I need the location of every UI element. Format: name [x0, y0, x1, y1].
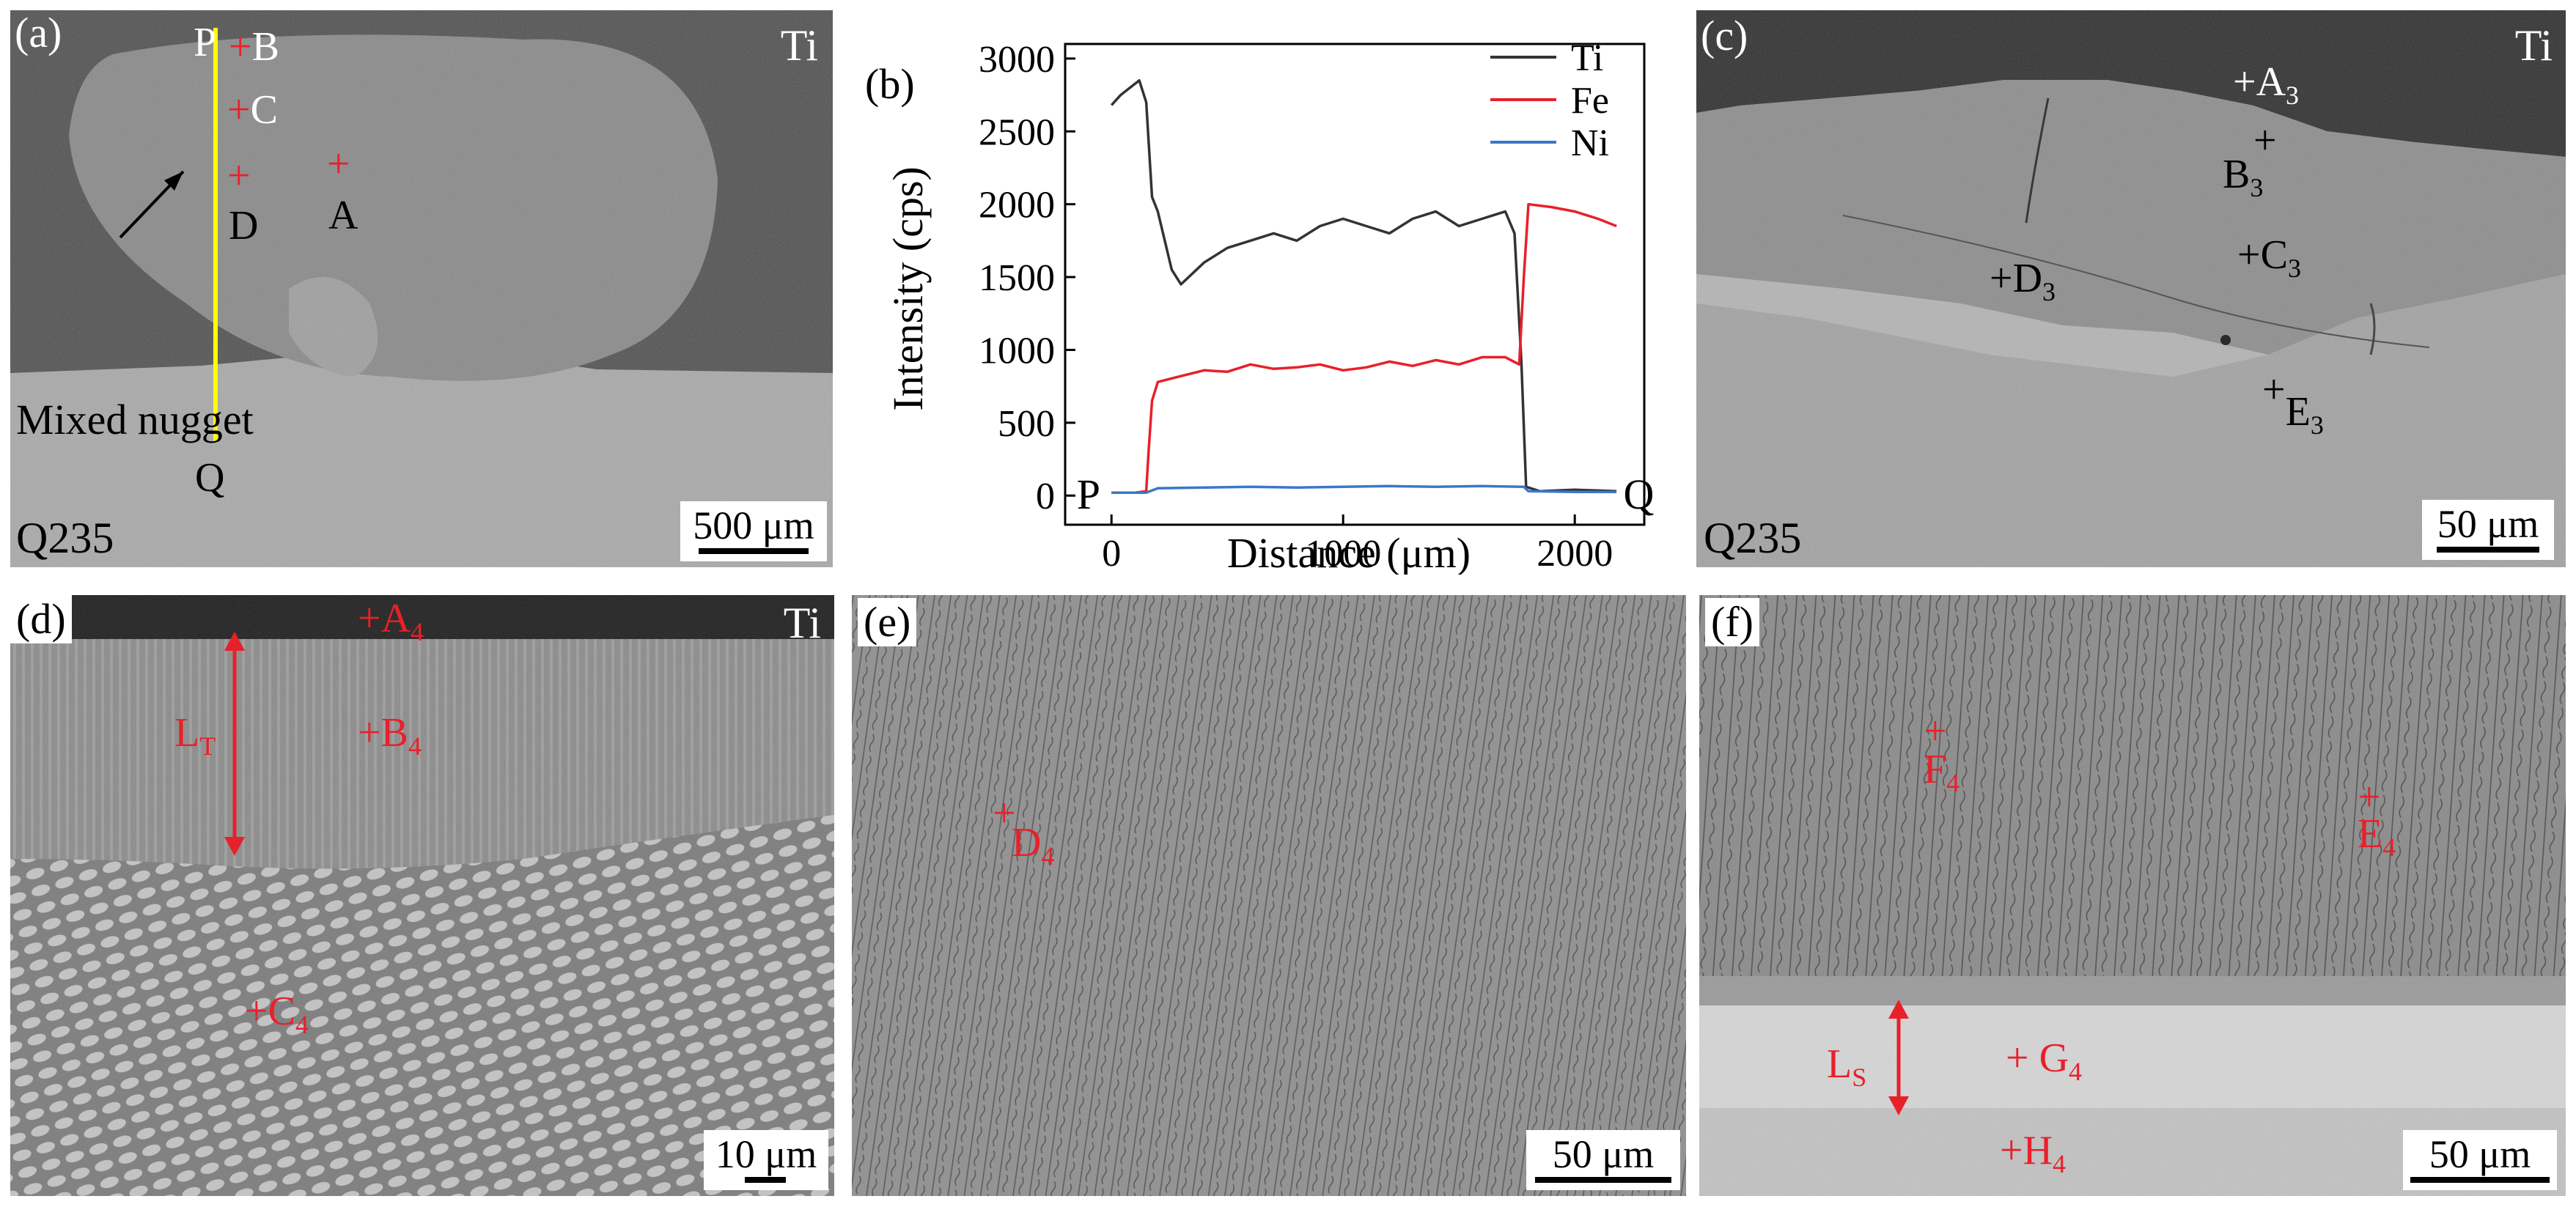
chart-end-label-q: Q [1624, 470, 1655, 518]
lt-arrow-bottom [224, 837, 245, 856]
legend-label-ni: Ni [1571, 122, 1609, 164]
point-a4: +A4 [358, 596, 424, 647]
panel-e: (e) + D4 50 μm [852, 595, 1686, 1196]
x-tick-label: 0 [1102, 533, 1121, 575]
point-c4: +C4 [245, 989, 309, 1040]
point-g4: + G4 [2006, 1036, 2083, 1087]
y-tick-label: 0 [1036, 476, 1055, 517]
panel-a-q235-label: Q235 [16, 514, 114, 562]
point-d: + D [227, 153, 259, 248]
point-f4-marker: + [1924, 709, 1947, 754]
x-tick-label: 1000 [1305, 533, 1381, 575]
panel-e-label: (e) [858, 598, 917, 646]
ls-arrow-top [1888, 1000, 1909, 1019]
mixed-nugget-annotation: Mixed nugget [16, 396, 254, 443]
series-line-fe [1111, 202, 1617, 495]
y-tick-label: 1000 [979, 330, 1055, 372]
point-a: + A [327, 141, 358, 238]
point-c: +C [227, 87, 278, 133]
panel-e-micrograph [852, 595, 1686, 1196]
panel-a-scale-bar: 500 μm [680, 501, 827, 561]
intensity-line-scan-chart: 0 500 1000 1500 2000 2500 3000 0 1000 2000 TiFeNi… [843, 10, 1686, 575]
series-line-ti [1110, 78, 1617, 493]
panel-b: 0 500 1000 1500 2000 2500 3000 0 1000 2000 Ti Fe Ni… [843, 10, 1686, 575]
panel-f-micrograph [1699, 595, 2566, 1196]
panel-d: (d) Ti +A4 +B4 +C4 LT 10 μm [10, 595, 834, 1196]
panel-e-scale-text: 50 μm [1552, 1132, 1655, 1176]
y-tick-label: 3000 [979, 39, 1055, 81]
layer-ls-label: LS [1827, 1041, 1867, 1093]
chart-plot-frame [1064, 43, 1646, 526]
panel-d-micrograph [10, 595, 834, 1196]
series-line-ni [1111, 484, 1617, 495]
point-e4-marker: + [2358, 775, 2381, 820]
point-d4-marker: + [993, 791, 1016, 836]
ls-arrow-bottom [1888, 1096, 1909, 1115]
panel-f-label: (f) [1705, 598, 1759, 646]
point-f4: F4 [1924, 747, 1960, 798]
chart-x-axis-title: Distance (μm) [1227, 529, 1471, 575]
panel-b-label: (b) [865, 60, 915, 108]
panel-f-scale-text: 50 μm [2429, 1132, 2531, 1176]
panel-d-scale-bar: 10 μm [704, 1130, 828, 1190]
point-e4: E4 [2358, 811, 2396, 863]
panel-a-ti-label: Ti [780, 21, 818, 70]
point-b3: B3 [2223, 152, 2264, 203]
point-d4: D4 [1012, 820, 1055, 871]
point-h4: +H4 [2000, 1128, 2067, 1179]
point-c3: +C3 [2237, 232, 2301, 284]
panel-d-scale-text: 10 μm [715, 1132, 817, 1176]
point-b: +B [229, 24, 279, 70]
point-e3: +E3 [2262, 367, 2324, 440]
panel-a-label: (a) [15, 10, 62, 56]
y-tick-label: 2000 [979, 185, 1055, 226]
panel-f: (f) + F4 + E4 + G4 +H4 LS 50 μm [1699, 595, 2566, 1196]
panel-f-scale-bar: 50 μm [2403, 1130, 2557, 1190]
y-tick-label: 500 [998, 403, 1055, 445]
layer-lt-label: LT [174, 710, 216, 761]
panel-c-scale-bar: 50 μm [2422, 500, 2554, 560]
panel-a: (a) Ti Q235 P Q +B +C + D + A Mixed nugget… [10, 10, 833, 567]
chart-y-axis-title: Intensity (cps) [884, 166, 932, 410]
point-d3: +D3 [1990, 256, 2056, 307]
line-start-p: P [194, 20, 217, 65]
chart-start-label-p: P [1077, 470, 1100, 518]
point-a3: +A3 [2233, 59, 2300, 111]
panel-c-label: (c) [1701, 12, 1748, 59]
legend-label-ti: Ti [1571, 37, 1603, 79]
panel-c-ti-label: Ti [2514, 21, 2553, 70]
y-tick-label: 2500 [979, 111, 1055, 153]
panel-c-scale-text: 50 μm [2437, 502, 2539, 546]
panel-a-micrograph [10, 10, 833, 567]
panel-d-label: (d) [10, 595, 72, 643]
x-tick-label: 2000 [1537, 533, 1613, 575]
panel-c: (c) Ti Q235 +A3 + B3 +C3 +D3 +E3 50 μm [1696, 10, 2566, 567]
point-b4: +B4 [358, 710, 422, 761]
y-tick-label: 1500 [979, 257, 1055, 299]
point-b3-marker: + [2253, 118, 2277, 163]
panel-c-micrograph [1696, 10, 2566, 567]
lt-arrow-top [224, 632, 245, 651]
legend-label-fe: Fe [1571, 80, 1609, 122]
panel-e-scale-bar: 50 μm [1526, 1130, 1680, 1190]
panel-a-scale-text: 500 μm [693, 503, 814, 547]
mixed-nugget-arrow-head [164, 171, 183, 191]
line-end-q: Q [195, 455, 225, 501]
panel-c-q235-label: Q235 [1704, 514, 1802, 562]
panel-d-ti-label: Ti [783, 599, 821, 647]
